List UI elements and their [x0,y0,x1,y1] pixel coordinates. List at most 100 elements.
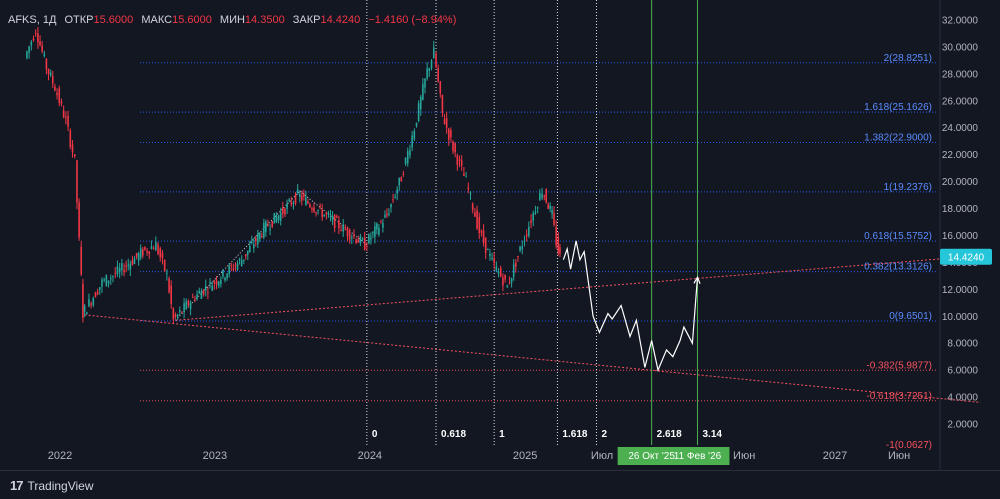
candle-body [155,242,157,251]
candle-body [139,248,142,258]
candle-body [528,226,530,236]
candle-body [363,237,366,250]
candle-body [224,277,226,281]
candle-body [445,118,448,128]
candle-body [176,314,179,318]
candle-body [99,287,101,290]
candle-body [482,230,485,243]
candle-body [172,308,175,320]
candle-body [549,205,551,209]
candle-body [279,212,282,221]
candle-body [344,228,347,230]
candle-body [230,265,233,267]
y-tick-label: 24.0000 [942,123,979,134]
candle-body [146,250,148,253]
candle-body [163,259,166,271]
candle-body [307,201,309,204]
last-price-tag [940,248,992,265]
candle-body [94,292,97,298]
candle-body [144,246,146,250]
candle-body [200,291,203,299]
candle-body [454,143,456,153]
candle-body [226,273,228,279]
candle-body [71,144,74,153]
candle-body [499,268,502,277]
candle-body [150,246,153,249]
candle-body [355,239,357,243]
candle-body [388,213,390,215]
candle-body [411,135,413,148]
candle-body [67,115,69,127]
candle-body [123,269,125,273]
x-tick-label: 2027 [823,450,847,462]
y-tick-label: 4.0000 [947,393,978,404]
candle-body [62,110,65,118]
candle-body [402,174,405,176]
candle-body [406,151,409,164]
candle-body [400,177,403,182]
candle-body [432,47,435,59]
candle-body [168,278,170,293]
candle-body [277,215,280,221]
candle-body [234,265,237,267]
price-chart[interactable]: 32.000030.000028.000026.000024.000022.00… [0,0,1000,470]
y-tick-label: 26.0000 [942,96,979,107]
candle-body [348,229,351,240]
candle-body [45,59,48,70]
candle-body [133,258,136,265]
candle-body [319,205,321,207]
candle-body [204,286,207,291]
candle-body [315,212,317,214]
candle-body [30,41,33,46]
candle-body [392,199,394,201]
candle-body [545,189,548,203]
x-tick-label: 2022 [48,450,72,462]
candle-body [49,72,52,76]
x-tick-label: 2025 [513,450,537,462]
candle-body [443,118,446,124]
symbol-label[interactable]: AFKS, 1Д [8,14,57,26]
candle-body [467,187,470,189]
candle-body [109,278,112,280]
trendline [175,255,981,321]
candle-body [506,285,509,288]
time-fib-label: 1 [499,429,505,440]
candle-body [452,141,454,152]
candle-body [80,246,83,275]
candle-body [187,301,190,306]
candle-body [127,264,130,266]
candle-body [125,265,127,267]
candle-body [137,253,140,261]
candle-body [530,220,532,223]
candle-body [286,203,288,209]
time-marker-label: 3.14 [702,429,722,440]
candle-body [394,196,396,198]
fib-level-label: 0.618(15.5752) [864,231,932,242]
candle-body [353,234,355,237]
candle-body [338,220,340,228]
candle-body [228,266,230,274]
open-value: 15.6000 [93,14,134,26]
candle-body [174,314,177,317]
candle-body [532,212,535,221]
y-tick-label: 6.0000 [947,366,978,377]
candle-body [232,268,235,270]
candle-body [194,298,196,301]
x-tick-label: 2024 [358,450,382,462]
candle-body [116,266,119,275]
candle-body [497,271,500,274]
candle-body [85,312,88,315]
candle-body [303,193,305,197]
candle-body [114,273,117,275]
candle-body [96,291,99,295]
candle-body [321,209,324,218]
tradingview-logo[interactable]: 17 TradingView [10,478,94,493]
candle-body [415,122,418,127]
candle-body [26,51,28,58]
candle-body [386,213,388,216]
change-value: −1.4160 (−8.94%) [368,14,457,26]
candle-body [58,88,61,103]
candle-body [121,263,123,271]
candle-body [101,279,103,287]
